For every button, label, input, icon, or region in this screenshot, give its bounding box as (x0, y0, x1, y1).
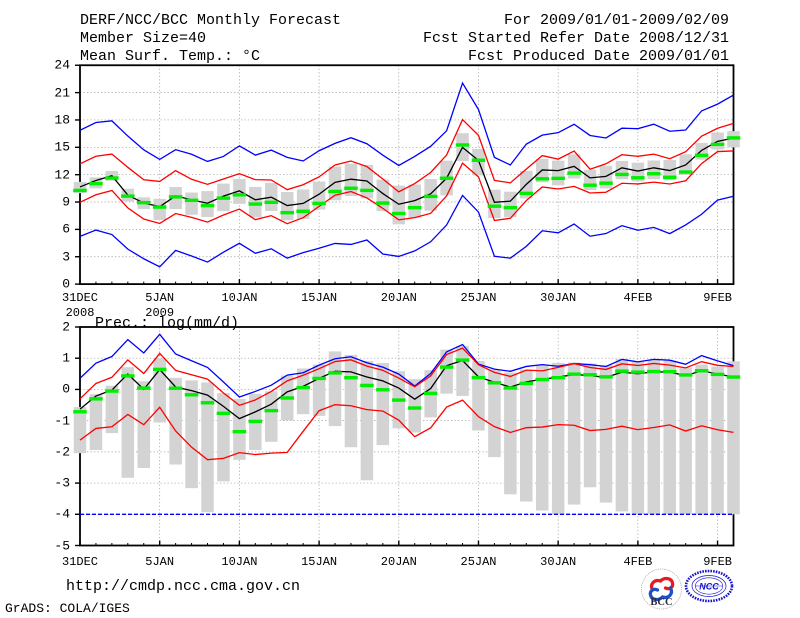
svg-text:NCC: NCC (699, 581, 719, 591)
svg-text:BCC: BCC (650, 597, 672, 608)
